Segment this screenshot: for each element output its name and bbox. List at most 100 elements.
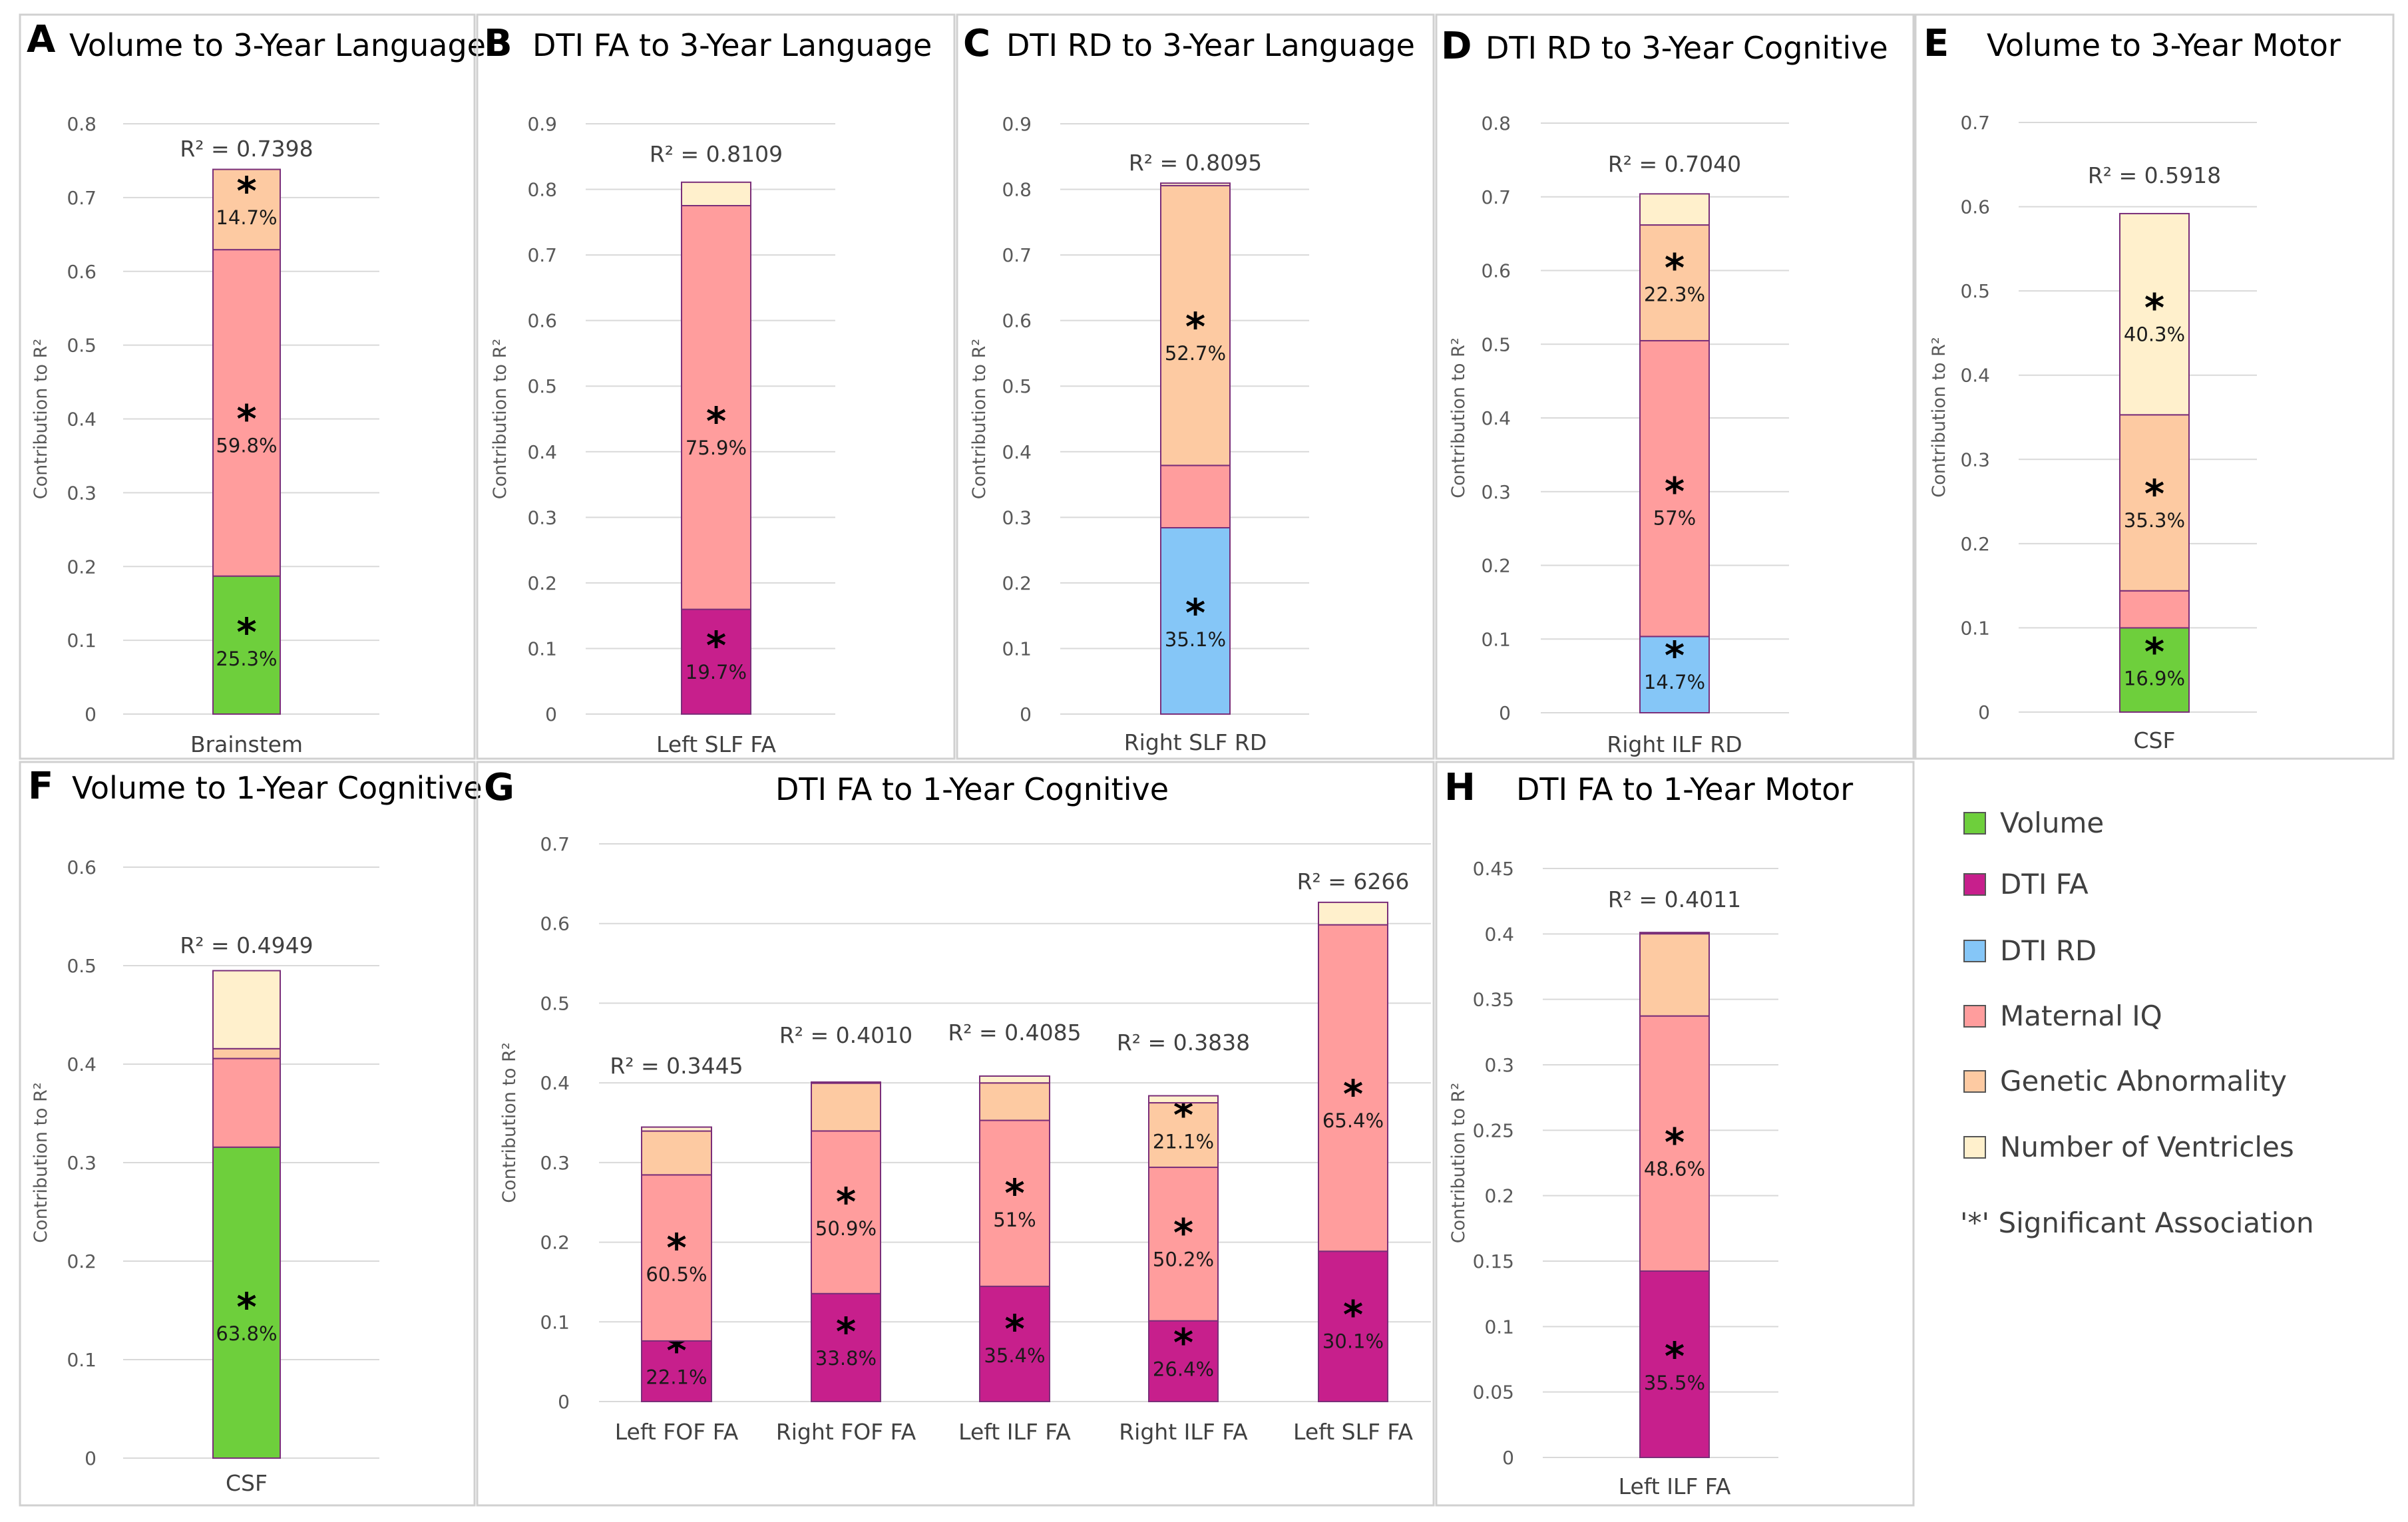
legend-swatch-dti-rd [1963, 940, 1986, 962]
panel-border [956, 13, 1435, 760]
bar-segment-dti-rd [1160, 527, 1231, 715]
significance-star: * [236, 1284, 256, 1330]
legend-label-dti-rd: DTI RD [2000, 934, 2097, 967]
r2-label: R² = 0.4010 [779, 1022, 912, 1048]
chart-title: DTI FA to 1-Year Cognitive [775, 771, 1169, 807]
data-label: 19.7% [686, 661, 747, 683]
significance-star: * [1665, 469, 1685, 514]
y-tick-label: 0 [85, 703, 97, 725]
data-label: 50.2% [1153, 1248, 1214, 1270]
y-tick-label: 0.7 [540, 833, 570, 855]
r2-label: R² = 0.8095 [1129, 150, 1262, 176]
y-tick-label: 0.1 [1002, 638, 1032, 660]
y-tick-label: 0.5 [67, 955, 97, 977]
chart-title: Volume to 3-Year Motor [1987, 27, 2341, 63]
y-tick-label: 0.2 [1481, 555, 1511, 577]
significance-star: * [836, 1309, 856, 1354]
y-tick-label: 0.1 [540, 1311, 570, 1333]
y-tick-label: 0.2 [67, 1250, 97, 1272]
data-label: 51% [993, 1209, 1036, 1231]
legend-label-volume: Volume [2000, 807, 2104, 839]
bar-segment-genetic-abnormality [1160, 184, 1231, 467]
y-tick-label: 0.2 [1002, 572, 1032, 594]
r2-label: R² = 0.7398 [180, 136, 313, 162]
bar-segment-dti-fa [979, 1285, 1050, 1403]
significance-star: * [1343, 1292, 1363, 1338]
chart-title: DTI FA to 1-Year Motor [1516, 771, 1853, 807]
panel-h: H DTI FA to 1-Year Motor 0 0.05 0.1 0.15 0.2 0.… [1435, 761, 1915, 1507]
r2-label: R² = 0.4011 [1608, 886, 1741, 912]
bar-segment-volume [212, 1146, 281, 1459]
y-tick-label: 0 [545, 703, 557, 725]
data-label: 21.1% [1153, 1130, 1214, 1153]
y-tick-label: 0.9 [1002, 113, 1032, 135]
y-tick-label: 0.6 [540, 913, 570, 935]
bar-segment-number-of-ventricles [641, 1126, 712, 1132]
bar-segment-dti-fa [811, 1292, 881, 1402]
bar-segment-genetic-abnormality [212, 1047, 281, 1059]
y-tick-label: 0.7 [1002, 244, 1032, 266]
bar-segment-dti-fa [1318, 1250, 1388, 1403]
significance-star: * [2144, 629, 2164, 674]
chart-title: DTI RD to 3-Year Language [1006, 27, 1415, 63]
y-tick-label: 0.5 [1002, 375, 1032, 397]
panel-c: C DTI RD to 3-Year Language 0 0.1 0.2 0.3 0.4 0… [956, 13, 1435, 760]
data-label: 52.7% [1165, 342, 1226, 365]
data-label: 33.8% [815, 1347, 877, 1370]
y-tick-label: 0.2 [1484, 1185, 1514, 1207]
y-tick-label: 0.8 [1481, 112, 1511, 134]
significance-star: * [1185, 304, 1205, 349]
y-tick-label: 0.2 [67, 556, 97, 578]
bar-segment-maternal-iq [1318, 924, 1388, 1252]
significance-star: * [236, 610, 256, 655]
data-label: 22.1% [646, 1366, 707, 1389]
r2-label: R² = 0.5918 [2088, 162, 2221, 188]
legend-label-dti-fa: DTI FA [2000, 868, 2089, 900]
significance-star: * [1185, 590, 1205, 636]
y-tick-label: 0.6 [67, 856, 97, 878]
y-tick-label: 0.05 [1473, 1382, 1514, 1404]
legend-significance-note: '*' Significant Association [1960, 1207, 2314, 1239]
significance-star: * [1173, 1210, 1193, 1255]
y-tick-label: 0.1 [527, 638, 557, 660]
legend-swatch-genetic-abnormality [1963, 1070, 1986, 1093]
bar-segment-number-of-ventricles [811, 1081, 881, 1084]
y-tick-label: 0.1 [1481, 628, 1511, 650]
data-label: 25.3% [216, 648, 277, 670]
x-tick-label: Left FOF FA [615, 1419, 739, 1445]
y-tick-label: 0.8 [527, 179, 557, 201]
y-tick-label: 0.6 [1002, 310, 1032, 332]
data-label: 16.9% [2124, 667, 2185, 689]
y-axis-label: Contribution to R² [31, 339, 51, 500]
bar-segment-number-of-ventricles [212, 970, 281, 1049]
significance-star: * [236, 168, 256, 214]
panel-f: F Volume to 1-Year Cognitive 0 0.1 0.2 0.3 0.4… [19, 761, 483, 1507]
bar-segment-number-of-ventricles [1160, 182, 1231, 186]
bar-segment-dti-fa [681, 608, 751, 715]
data-label: 14.7% [216, 206, 277, 229]
data-label: 63.8% [216, 1322, 277, 1345]
y-tick-label: 0.15 [1473, 1250, 1514, 1272]
panel-letter: D [1441, 25, 1472, 68]
y-tick-label: 0.5 [67, 335, 97, 357]
y-tick-label: 0.3 [67, 482, 97, 504]
bar-segment-volume [2119, 627, 2190, 713]
y-tick-label: 0.7 [67, 187, 97, 209]
panel-border [1435, 13, 1915, 760]
x-tick-label: Left SLF FA [656, 731, 776, 757]
bar-segment-number-of-ventricles [1318, 901, 1388, 926]
panel-border [476, 761, 1435, 1507]
x-tick-label: CSF [226, 1470, 268, 1496]
data-label: 65.4% [1322, 1109, 1384, 1132]
y-tick-label: 0.4 [1002, 441, 1032, 463]
y-tick-label: 0.6 [1481, 260, 1511, 282]
y-tick-label: 0.3 [540, 1152, 570, 1174]
bar-segment-dti-rd [1639, 636, 1710, 714]
panel-border [476, 13, 956, 760]
y-tick-label: 0.7 [527, 244, 557, 266]
bar-segment-genetic-abnormality [212, 168, 281, 251]
data-label: 35.4% [984, 1344, 1045, 1367]
bar-segment-maternal-iq [2119, 590, 2190, 629]
bar-segment-volume [212, 575, 281, 715]
